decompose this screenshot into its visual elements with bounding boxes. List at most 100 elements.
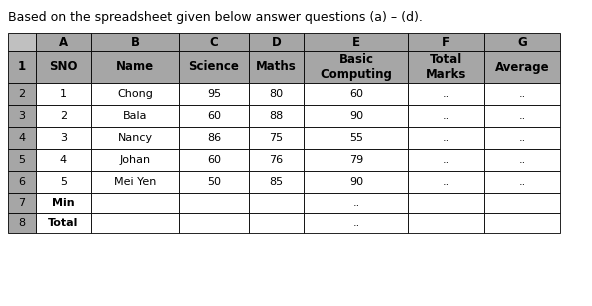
Bar: [36, 193, 91, 213]
Text: 6: 6: [18, 177, 25, 187]
Bar: [249, 193, 304, 213]
Text: E: E: [352, 35, 360, 48]
Bar: [91, 193, 179, 213]
Bar: [249, 149, 304, 171]
Text: ..: ..: [519, 177, 526, 187]
Bar: [249, 83, 304, 105]
Text: 5: 5: [18, 155, 25, 165]
Text: Maths: Maths: [256, 61, 297, 73]
Text: C: C: [210, 35, 218, 48]
Bar: [484, 51, 560, 83]
Text: ..: ..: [519, 155, 526, 165]
Bar: [249, 33, 304, 51]
Bar: [179, 149, 249, 171]
Text: 3: 3: [18, 111, 25, 121]
Bar: [91, 105, 179, 127]
Bar: [8, 33, 36, 51]
Bar: [179, 51, 249, 83]
Bar: [91, 171, 179, 193]
Bar: [8, 83, 36, 105]
Text: 50: 50: [207, 177, 221, 187]
Text: ..: ..: [442, 155, 450, 165]
Text: Based on the spreadsheet given below answer questions (a) – (d).: Based on the spreadsheet given below ans…: [8, 11, 423, 24]
Text: Min: Min: [52, 198, 75, 208]
Text: Chong: Chong: [117, 89, 153, 99]
Text: Total: Total: [49, 218, 79, 228]
Bar: [91, 33, 179, 51]
Bar: [179, 33, 249, 51]
Text: Science: Science: [189, 61, 239, 73]
Bar: [484, 213, 560, 233]
Bar: [36, 149, 91, 171]
Text: 5: 5: [60, 177, 67, 187]
Bar: [179, 127, 249, 149]
Text: 86: 86: [207, 133, 221, 143]
Text: Total
Marks: Total Marks: [426, 53, 466, 81]
Bar: [36, 127, 91, 149]
Bar: [408, 171, 484, 193]
Text: 95: 95: [207, 89, 221, 99]
Bar: [36, 171, 91, 193]
Bar: [179, 105, 249, 127]
Text: 80: 80: [269, 89, 284, 99]
Bar: [249, 213, 304, 233]
Text: ..: ..: [352, 218, 359, 228]
Bar: [408, 33, 484, 51]
Bar: [304, 213, 408, 233]
Text: ..: ..: [519, 133, 526, 143]
Bar: [408, 105, 484, 127]
Text: ..: ..: [442, 111, 450, 121]
Text: Bala: Bala: [123, 111, 147, 121]
Bar: [304, 127, 408, 149]
Bar: [484, 193, 560, 213]
Text: ..: ..: [442, 133, 450, 143]
Text: ..: ..: [519, 89, 526, 99]
Text: 55: 55: [349, 133, 363, 143]
Text: A: A: [59, 35, 68, 48]
Bar: [8, 51, 36, 83]
Text: 4: 4: [18, 133, 25, 143]
Text: 1: 1: [60, 89, 67, 99]
Text: 88: 88: [269, 111, 284, 121]
Text: 8: 8: [18, 218, 25, 228]
Bar: [8, 149, 36, 171]
Bar: [91, 83, 179, 105]
Text: Mei Yen: Mei Yen: [114, 177, 156, 187]
Bar: [484, 149, 560, 171]
Text: 60: 60: [207, 111, 221, 121]
Text: 2: 2: [60, 111, 67, 121]
Bar: [179, 83, 249, 105]
Bar: [179, 193, 249, 213]
Text: ..: ..: [519, 111, 526, 121]
Bar: [249, 127, 304, 149]
Bar: [408, 127, 484, 149]
Bar: [304, 193, 408, 213]
Bar: [484, 127, 560, 149]
Bar: [484, 105, 560, 127]
Bar: [408, 83, 484, 105]
Text: 60: 60: [349, 89, 363, 99]
Bar: [36, 33, 91, 51]
Text: Johan: Johan: [120, 155, 150, 165]
Text: 79: 79: [349, 155, 363, 165]
Bar: [304, 171, 408, 193]
Text: 1: 1: [18, 61, 26, 73]
Text: 3: 3: [60, 133, 67, 143]
Text: ..: ..: [442, 177, 450, 187]
Bar: [304, 83, 408, 105]
Bar: [91, 149, 179, 171]
Bar: [484, 33, 560, 51]
Bar: [408, 51, 484, 83]
Bar: [8, 193, 36, 213]
Bar: [304, 33, 408, 51]
Bar: [8, 213, 36, 233]
Text: 90: 90: [349, 177, 363, 187]
Text: 60: 60: [207, 155, 221, 165]
Text: G: G: [517, 35, 527, 48]
Text: F: F: [442, 35, 450, 48]
Text: B: B: [130, 35, 140, 48]
Bar: [484, 171, 560, 193]
Text: 85: 85: [269, 177, 284, 187]
Text: Basic
Computing: Basic Computing: [320, 53, 392, 81]
Bar: [249, 171, 304, 193]
